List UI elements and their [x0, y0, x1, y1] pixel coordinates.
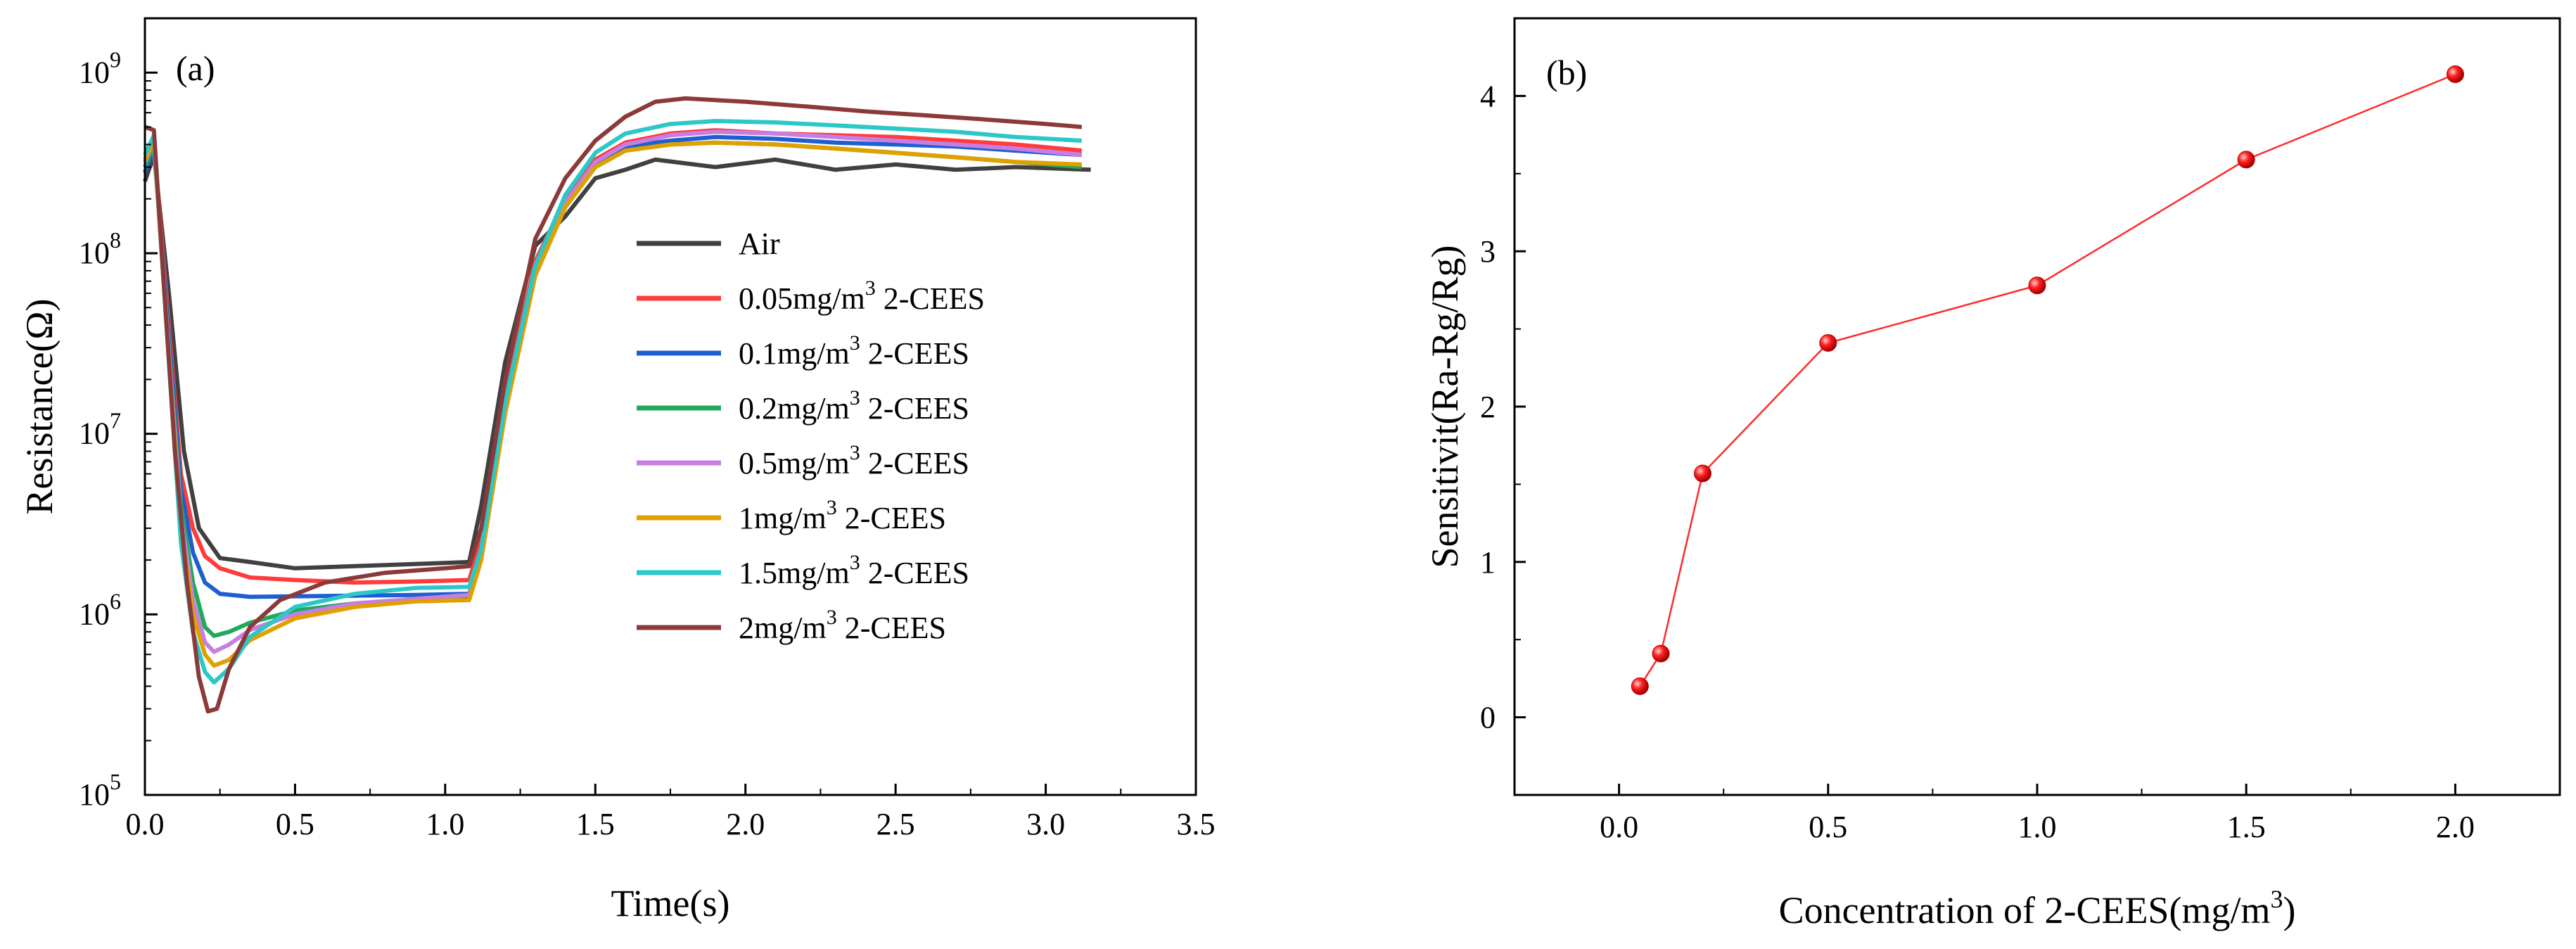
- panel-a-x-axis-label: Time(s): [611, 882, 729, 924]
- panel-a-resistance-chart: 0.0 0.5 1.0 1.5 2.0 2.5 3.0 3.5105106107108109 …: [18, 17, 1216, 924]
- panel-b-x-tick-label: 2.0: [2436, 810, 2475, 844]
- panel-a-x-tick-label: 3.5: [1177, 807, 1216, 841]
- panel-b-y-tick-label: 2: [1480, 390, 1496, 424]
- panel-a-x-tick-label: 2.0: [726, 807, 765, 841]
- panel-a-y-tick-label: 106: [79, 588, 121, 631]
- panel-a-legend-label-7: 2mg/m3 2-CEES: [739, 606, 946, 645]
- panel-b-y-tick-label: 4: [1480, 79, 1496, 113]
- panel-b-label: (b): [1546, 53, 1587, 92]
- panel-b-plot-frame: [1513, 17, 2561, 796]
- panel-b-series: [1631, 65, 2464, 695]
- panel-b-data-point: [1631, 677, 1649, 695]
- panel-a-legend: Air 0.05mg/m3 2-CEES 0.1mg/m3 2-CEES 0.2mg/…: [637, 227, 985, 645]
- panel-a-y-tick-label: 105: [79, 769, 121, 812]
- panel-a-legend-label-1: 0.05mg/m3 2-CEES: [739, 276, 985, 316]
- panel-b-y-axis-label: Sensitivit(Ra-Rg/Rg): [1424, 246, 1466, 568]
- panel-a-x-tick-label: 2.5: [876, 807, 915, 841]
- panel-b-x-axis-label: Concentration of 2-CEES(mg/m3): [1779, 885, 2296, 931]
- panel-b-data-point: [2446, 65, 2464, 83]
- panel-a-x-tick-label: 0.0: [126, 807, 165, 841]
- panel-a-legend-label-2: 0.1mg/m3 2-CEES: [739, 331, 969, 371]
- panel-b-sensitivity-chart: 0.0 0.5 1.0 1.5 2.0 0 1 2 3 4 (b) Concentration o…: [1424, 17, 2561, 931]
- panel-a-y-axis-label: Resistance(Ω): [18, 298, 60, 514]
- panel-b-x-tick-label: 0.5: [1809, 810, 1847, 844]
- panel-b-data-point: [2237, 151, 2255, 169]
- panel-b-x-tick-label: 1.5: [2227, 810, 2266, 844]
- panel-a-x-tick-label: 1.5: [576, 807, 615, 841]
- panel-a-series-line-7: [144, 96, 1083, 714]
- panel-b-data-point: [1652, 644, 1670, 663]
- panel-a-label: (a): [176, 49, 215, 88]
- panel-b-x-tick-label: 1.0: [2018, 810, 2057, 844]
- panel-a-legend-label-5: 1mg/m3 2-CEES: [739, 496, 946, 535]
- panel-b-sensitivity-line: [1639, 73, 2456, 687]
- panel-a-legend-label-4: 0.5mg/m3 2-CEES: [739, 441, 969, 480]
- panel-b-data-point: [1693, 464, 1711, 483]
- panel-b-ticks: 0.0 0.5 1.0 1.5 2.0 0 1 2 3 4: [1480, 18, 2561, 844]
- panel-a-series-lines: [143, 96, 1091, 714]
- panel-a-y-tick-label: 109: [79, 46, 121, 89]
- panel-a-x-tick-label: 1.0: [426, 807, 464, 841]
- panel-b-x-tick-label: 0.0: [1600, 810, 1638, 844]
- panel-b-y-tick-label: 1: [1480, 545, 1496, 580]
- panel-a-series-line-0: [143, 153, 1091, 571]
- panel-b-y-tick-label: 3: [1480, 234, 1496, 269]
- panel-a-ticks: 0.0 0.5 1.0 1.5 2.0 2.5 3.0 3.5 105 106 107 108 109: [79, 18, 1216, 841]
- panel-a-series-line-5: [143, 139, 1082, 668]
- panel-a-legend-label-6: 1.5mg/m3 2-CEES: [739, 551, 969, 590]
- panel-b-data-point: [1819, 333, 1837, 352]
- panel-a-x-tick-label: 0.5: [276, 807, 314, 841]
- panel-a-legend-label-0: Air: [739, 227, 780, 261]
- panel-a-y-tick-label: 108: [79, 227, 121, 270]
- panel-b-y-tick-label: 0: [1480, 701, 1496, 735]
- panel-a-y-tick-label: 107: [79, 408, 121, 451]
- panel-a-x-tick-label: 3.0: [1026, 807, 1065, 841]
- panel-b-data-point: [2028, 276, 2046, 295]
- panel-a-legend-label-3: 0.2mg/m3 2-CEES: [739, 386, 969, 426]
